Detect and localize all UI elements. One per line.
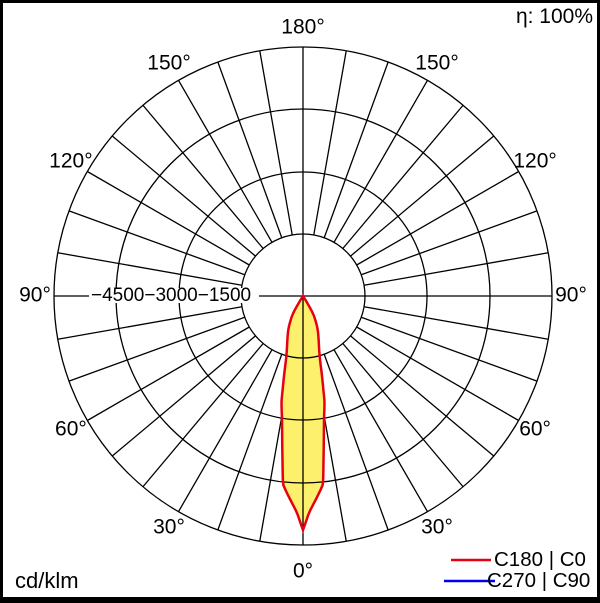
svg-text:0°: 0° <box>293 560 313 583</box>
svg-text:60°: 60° <box>519 418 551 441</box>
svg-text:C270 | C90: C270 | C90 <box>487 569 590 592</box>
svg-text:120°: 120° <box>513 150 556 173</box>
svg-text:90°: 90° <box>555 284 587 307</box>
svg-text:η: 100%: η: 100% <box>516 5 593 28</box>
svg-text:30°: 30° <box>421 516 453 539</box>
svg-text:−4500−3000−1500: −4500−3000−1500 <box>91 285 251 306</box>
svg-text:120°: 120° <box>49 150 92 173</box>
svg-text:C180 | C0: C180 | C0 <box>494 548 586 571</box>
svg-text:90°: 90° <box>19 284 51 307</box>
svg-text:60°: 60° <box>55 418 87 441</box>
svg-text:150°: 150° <box>415 51 458 74</box>
svg-text:150°: 150° <box>147 51 190 74</box>
svg-text:cd/klm: cd/klm <box>15 568 79 593</box>
svg-text:180°: 180° <box>281 16 324 39</box>
svg-text:30°: 30° <box>153 516 185 539</box>
